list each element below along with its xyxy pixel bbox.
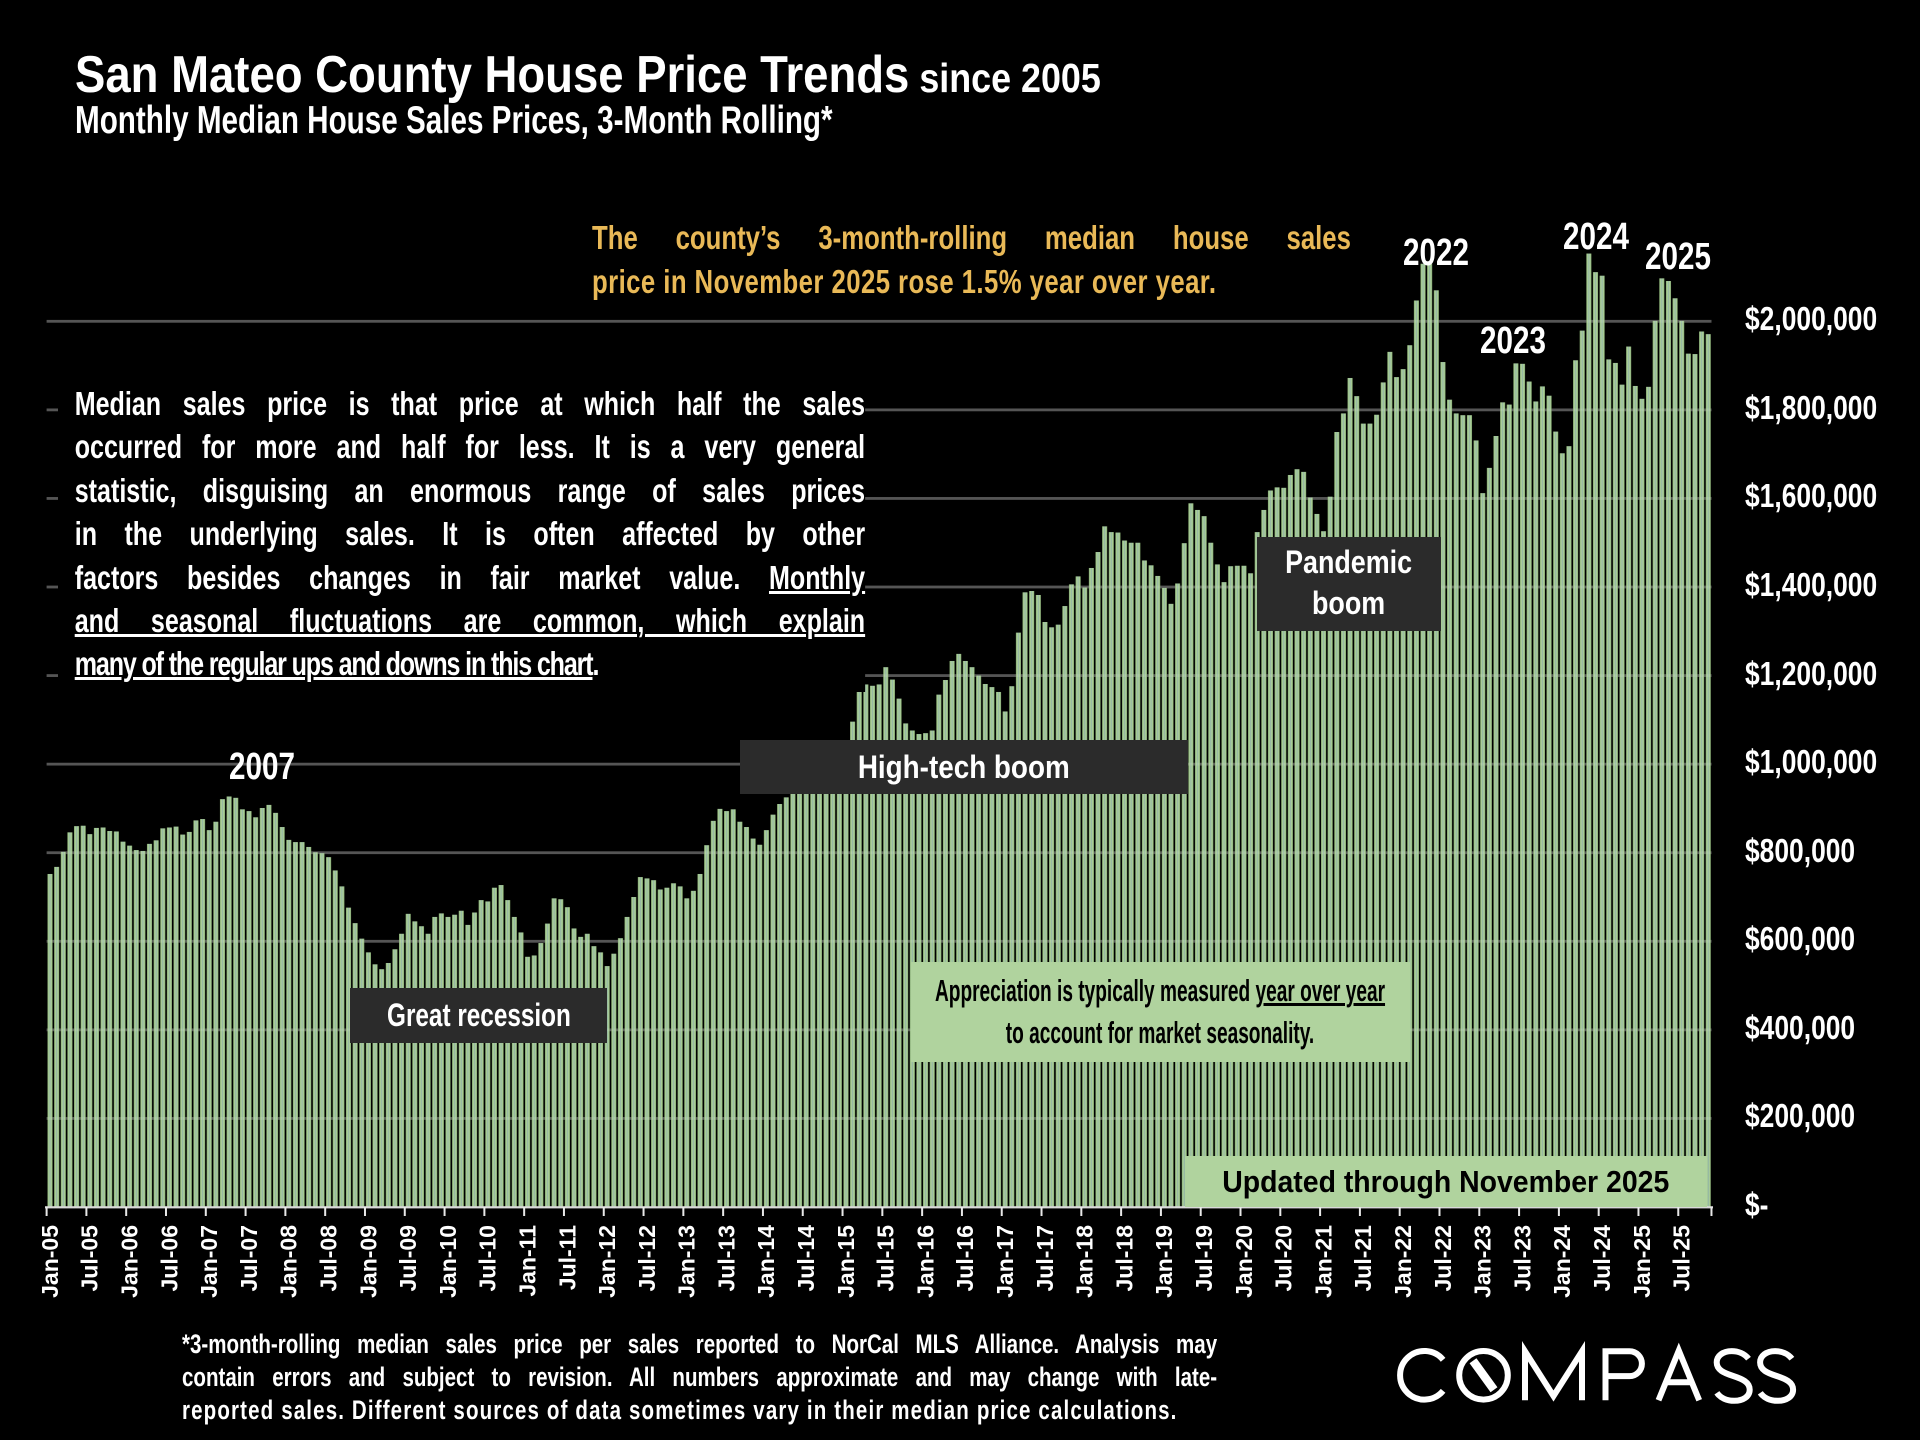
- svg-text:Jan-20: Jan-20: [1231, 1225, 1257, 1298]
- svg-text:Jan-11: Jan-11: [515, 1225, 541, 1297]
- svg-text:Jan-25: Jan-25: [1629, 1225, 1655, 1298]
- svg-text:Jul-22: Jul-22: [1430, 1225, 1456, 1291]
- svg-text:Jul-16: Jul-16: [952, 1225, 978, 1291]
- svg-text:Jul-10: Jul-10: [475, 1225, 501, 1291]
- svg-text:Jan-12: Jan-12: [594, 1225, 620, 1298]
- svg-text:Jul-09: Jul-09: [395, 1225, 421, 1291]
- svg-text:Jan-05: Jan-05: [37, 1225, 63, 1298]
- svg-text:Jul-19: Jul-19: [1191, 1225, 1217, 1291]
- svg-text:Jan-23: Jan-23: [1470, 1225, 1496, 1298]
- svg-text:Jan-16: Jan-16: [912, 1225, 938, 1298]
- svg-text:Jul-15: Jul-15: [873, 1225, 899, 1292]
- svg-text:Jan-08: Jan-08: [276, 1225, 302, 1298]
- svg-text:Jul-06: Jul-06: [156, 1225, 182, 1291]
- svg-text:Jul-21: Jul-21: [1350, 1225, 1376, 1292]
- svg-text:Jan-10: Jan-10: [435, 1225, 461, 1298]
- svg-text:Jul-11: Jul-11: [554, 1225, 580, 1290]
- svg-text:Jul-07: Jul-07: [236, 1225, 262, 1291]
- svg-text:Jan-22: Jan-22: [1390, 1225, 1416, 1298]
- svg-text:Jan-15: Jan-15: [833, 1225, 859, 1298]
- svg-text:Jul-08: Jul-08: [316, 1225, 342, 1292]
- svg-text:Jul-23: Jul-23: [1509, 1225, 1535, 1291]
- svg-text:Jul-24: Jul-24: [1589, 1225, 1615, 1292]
- svg-text:Jul-20: Jul-20: [1271, 1225, 1297, 1291]
- svg-text:Jul-05: Jul-05: [77, 1225, 103, 1292]
- svg-text:Jan-19: Jan-19: [1151, 1225, 1177, 1298]
- svg-text:Jan-24: Jan-24: [1549, 1225, 1575, 1298]
- svg-text:Jan-21: Jan-21: [1310, 1225, 1336, 1298]
- svg-text:Jul-12: Jul-12: [634, 1225, 660, 1291]
- svg-text:Jul-17: Jul-17: [1032, 1225, 1058, 1291]
- svg-text:Jan-09: Jan-09: [355, 1225, 381, 1298]
- svg-text:Jul-25: Jul-25: [1669, 1225, 1695, 1292]
- svg-text:Jan-14: Jan-14: [753, 1225, 779, 1298]
- svg-text:Jan-13: Jan-13: [674, 1225, 700, 1298]
- svg-text:Jan-17: Jan-17: [992, 1225, 1018, 1298]
- svg-text:Jan-06: Jan-06: [117, 1225, 143, 1298]
- svg-text:Jul-14: Jul-14: [793, 1225, 819, 1292]
- svg-text:Jul-18: Jul-18: [1111, 1225, 1137, 1292]
- svg-text:Jul-13: Jul-13: [713, 1225, 739, 1291]
- svg-text:Jan-07: Jan-07: [196, 1225, 222, 1298]
- svg-text:Jan-18: Jan-18: [1072, 1225, 1098, 1298]
